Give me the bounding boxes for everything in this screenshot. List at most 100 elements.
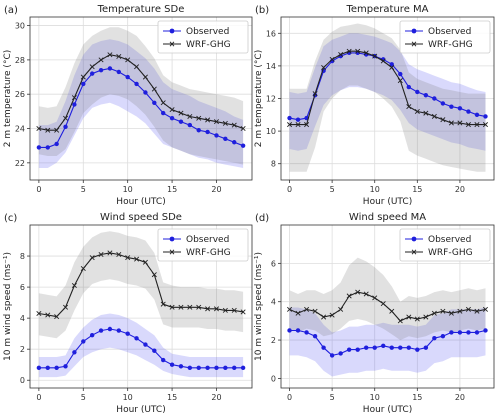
data-point (45, 365, 50, 371)
data-point (406, 345, 411, 350)
x-tick-label: 10 (370, 393, 380, 402)
x-tick-label: 20 (211, 393, 221, 402)
data-point (169, 362, 175, 367)
data-point (389, 62, 394, 67)
y-tick-label: 6 (20, 283, 25, 292)
y-tick-label: 14 (266, 62, 276, 71)
data-point (449, 104, 454, 109)
data-point (89, 255, 95, 261)
plot-frame (280, 224, 495, 389)
data-point (98, 57, 104, 63)
data-point (372, 295, 378, 301)
data-point (196, 304, 202, 310)
data-point (45, 145, 50, 150)
data-point (116, 69, 122, 75)
series-line-2 (289, 50, 486, 126)
data-point (457, 330, 463, 335)
panel-label: (a) (4, 5, 18, 16)
data-point (304, 122, 310, 128)
data-point (187, 304, 193, 310)
data-point (187, 365, 193, 371)
y-tick-label: 30 (15, 22, 25, 31)
data-point (231, 307, 237, 313)
y-axis-label: 2 m temperature (°C) (3, 50, 13, 147)
data-point (381, 343, 386, 349)
legend-box (157, 20, 249, 54)
data-point (363, 50, 369, 56)
legend-label: WRF-GHG (428, 248, 473, 258)
data-point (89, 71, 95, 76)
data-point (482, 306, 488, 312)
data-point (423, 93, 429, 98)
y-tick-label: 8 (20, 252, 25, 261)
data-point (231, 122, 237, 128)
chart-panel-4: 0 5 10 15 20 0 2 4 6 Wind speed MA (d) Hour (UTC) 10… (254, 212, 495, 415)
data-point (432, 96, 437, 101)
data-point (380, 58, 386, 64)
data-point (338, 351, 343, 356)
data-point (223, 136, 228, 142)
data-point (36, 145, 42, 150)
data-point (380, 301, 386, 307)
y-tick-label: 0 (20, 376, 25, 385)
legend-marker (169, 236, 175, 242)
data-point (196, 365, 201, 371)
data-point (71, 283, 77, 289)
data-point (346, 48, 352, 54)
data-point (295, 328, 301, 333)
data-point (397, 78, 403, 84)
data-point (474, 122, 480, 128)
plot-frame (29, 16, 253, 181)
y-axis-label: 10 m wind speed (ms⁻¹) (254, 252, 264, 361)
data-point (89, 64, 95, 70)
data-point (406, 314, 412, 320)
data-point (398, 345, 403, 350)
data-point (338, 306, 344, 312)
data-point (457, 308, 463, 314)
data-point (287, 306, 293, 312)
data-point (474, 330, 480, 335)
legend-label: Observed (428, 235, 471, 245)
data-point (134, 336, 139, 341)
data-point (214, 133, 219, 138)
y-tick-label: 10 (266, 127, 276, 136)
data-point (466, 109, 471, 114)
data-point (232, 365, 237, 371)
data-point (54, 365, 59, 371)
data-point (321, 345, 326, 350)
data-point (232, 140, 237, 145)
data-point (448, 120, 454, 126)
data-point (116, 328, 122, 333)
data-point (415, 89, 420, 95)
data-point (448, 310, 454, 316)
x-tick-label: 15 (167, 185, 177, 194)
data-point (363, 291, 369, 297)
data-point (72, 350, 77, 355)
panel-label: (c) (4, 213, 17, 224)
uncertainty-band-2 (38, 231, 244, 339)
y-tick-label: 0 (271, 374, 276, 383)
plot-frame (29, 224, 253, 389)
chart-title: Wind speed SDe (100, 212, 182, 223)
data-point (205, 365, 210, 371)
data-point (63, 364, 68, 369)
data-point (125, 331, 130, 336)
data-point (116, 53, 122, 59)
legend-box (157, 228, 249, 262)
data-point (457, 120, 463, 126)
legend-marker (169, 28, 175, 34)
data-point (346, 347, 352, 352)
y-tick-label: 6 (271, 259, 276, 268)
y-tick-label: 8 (271, 160, 276, 169)
y-tick-label: 12 (266, 95, 276, 104)
x-tick-label: 20 (455, 393, 465, 402)
data-point (465, 122, 471, 128)
uncertainty-band-2 (289, 23, 486, 172)
data-point (196, 128, 201, 133)
data-point (142, 74, 148, 80)
chart-panel-3: 0 5 10 15 20 0 2 4 6 8 Wind speed SDe (c) Hour (UTC)… (3, 212, 253, 415)
uncertainty-band-1 (38, 313, 244, 378)
y-axis-label: 2 m temperature (°C) (254, 50, 264, 147)
x-tick-label: 10 (123, 185, 133, 194)
